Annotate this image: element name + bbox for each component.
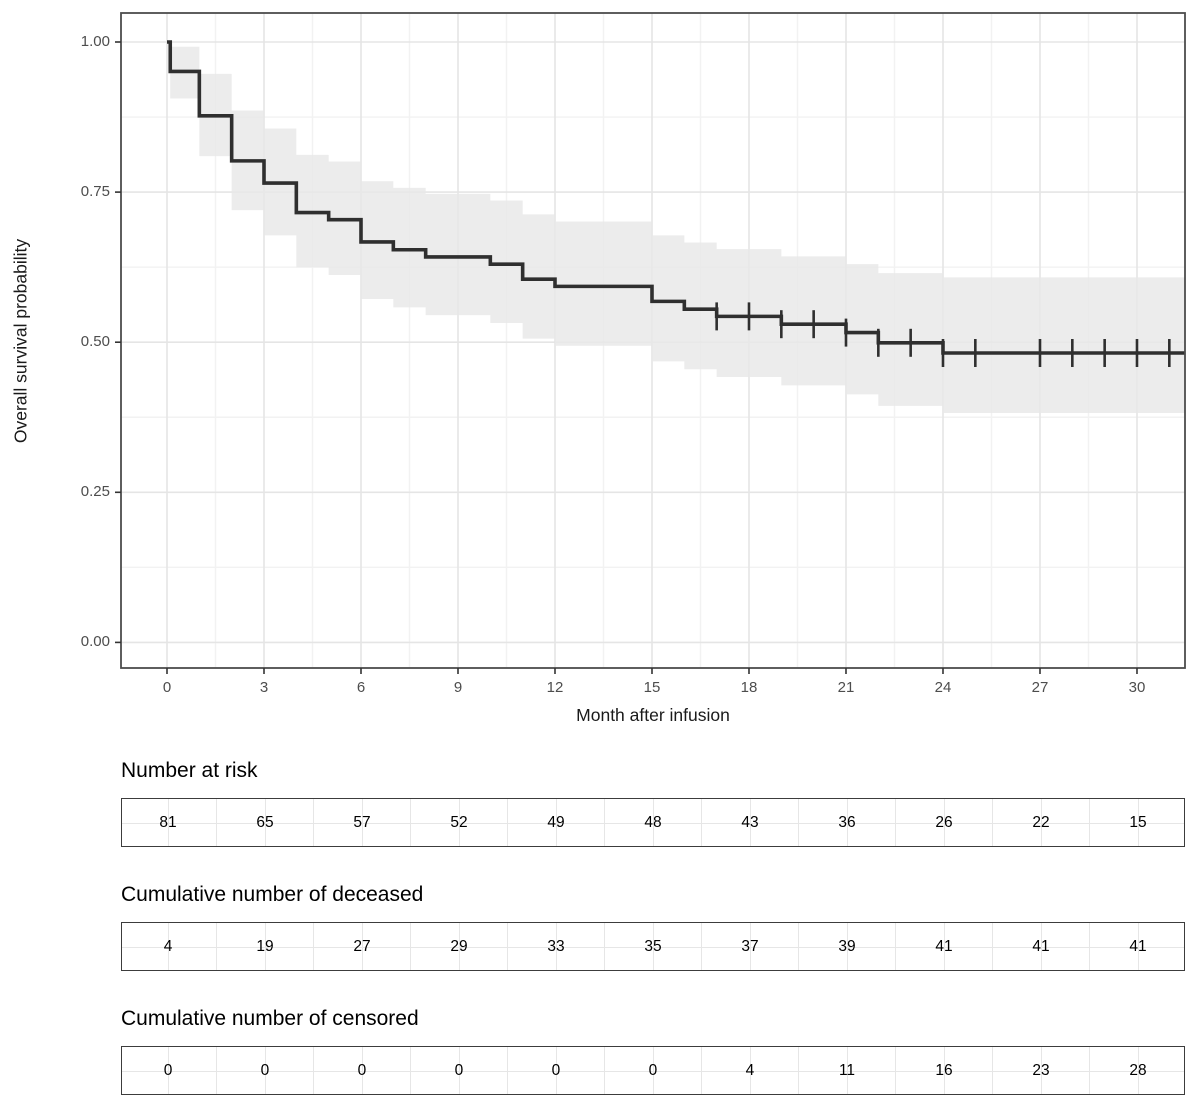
risk-table-title: Number at risk xyxy=(121,759,258,782)
table-cell-value: 81 xyxy=(159,813,177,831)
x-tick-label: 3 xyxy=(259,679,269,696)
y-axis-title: Overall survival probability xyxy=(10,238,31,444)
y-tick-label: 1.00 xyxy=(80,33,110,50)
table-midline xyxy=(122,822,1184,824)
table-midline xyxy=(122,946,1184,948)
x-tick-label: 9 xyxy=(453,679,463,696)
table-cell-value: 33 xyxy=(547,937,565,955)
table-cell-value: 15 xyxy=(1129,813,1147,831)
table-cell-value: 26 xyxy=(935,813,953,831)
y-tick-label: 0.25 xyxy=(80,483,110,501)
table-cell-value: 4 xyxy=(745,1061,755,1079)
y-tick-label: 0.00 xyxy=(80,633,110,651)
censored-table-title: Cumulative number of censored xyxy=(121,1007,419,1030)
table-cell-value: 11 xyxy=(838,1061,856,1079)
panel-border xyxy=(120,12,1186,669)
table-cell-value: 27 xyxy=(353,937,371,955)
x-tick-label: 18 xyxy=(740,679,758,696)
table-cell-value: 41 xyxy=(935,937,953,955)
table-cell-value: 22 xyxy=(1032,813,1050,831)
x-tick-label: 6 xyxy=(356,679,366,696)
table-cell-value: 0 xyxy=(163,1061,173,1079)
table-cell-value: 41 xyxy=(1032,937,1050,955)
table-cell-value: 4 xyxy=(163,937,173,955)
table-cell-value: 16 xyxy=(935,1061,953,1079)
table-cell-value: 35 xyxy=(644,937,662,955)
x-tick-label: 30 xyxy=(1128,679,1146,696)
cumulative-deceased-table: 4 19 27 29 33 35 37 39 41 41 41 xyxy=(121,922,1185,971)
table-cell-value: 57 xyxy=(353,813,371,831)
table-cell-value: 41 xyxy=(1129,937,1147,955)
x-axis-title: Month after infusion xyxy=(576,705,730,725)
table-cell-value: 0 xyxy=(454,1061,464,1079)
table-midline xyxy=(122,1070,1184,1072)
table-cell-value: 0 xyxy=(648,1061,658,1079)
number-at-risk-table: 81 65 57 52 49 48 43 36 26 22 15 xyxy=(121,798,1185,847)
x-tick-label: 24 xyxy=(934,679,952,696)
x-tick-label: 21 xyxy=(837,679,855,696)
table-cell-value: 28 xyxy=(1129,1061,1147,1079)
table-cell-value: 43 xyxy=(741,813,759,831)
x-tick-label: 0 xyxy=(162,679,172,696)
table-cell-value: 29 xyxy=(450,937,468,955)
table-cell-value: 36 xyxy=(838,813,856,831)
deceased-table-title: Cumulative number of deceased xyxy=(121,883,424,906)
censor-tick-marks xyxy=(715,302,1171,368)
y-tick-label: 0.50 xyxy=(80,333,110,351)
confidence-band xyxy=(170,46,1186,414)
x-tick-label: 27 xyxy=(1031,679,1049,696)
x-tick-label: 15 xyxy=(643,679,661,696)
x-tick-label: 12 xyxy=(546,679,564,696)
table-cell-value: 0 xyxy=(260,1061,270,1079)
y-tick-label: 0.75 xyxy=(80,183,110,201)
table-cell-value: 0 xyxy=(357,1061,367,1079)
table-cell-value: 65 xyxy=(256,813,274,831)
table-cell-value: 52 xyxy=(450,813,468,831)
table-cell-value: 49 xyxy=(547,813,565,831)
table-cell-value: 39 xyxy=(838,937,856,955)
table-cell-value: 0 xyxy=(551,1061,561,1079)
axis-tick-marks xyxy=(115,41,1138,674)
table-cell-value: 23 xyxy=(1032,1061,1050,1079)
table-cell-value: 48 xyxy=(644,813,662,831)
table-cell-value: 37 xyxy=(741,937,759,955)
cumulative-censored-table: 0 0 0 0 0 0 4 11 16 23 28 xyxy=(121,1046,1185,1095)
km-plot-canvas xyxy=(115,12,1186,674)
table-cell-value: 19 xyxy=(256,937,274,955)
